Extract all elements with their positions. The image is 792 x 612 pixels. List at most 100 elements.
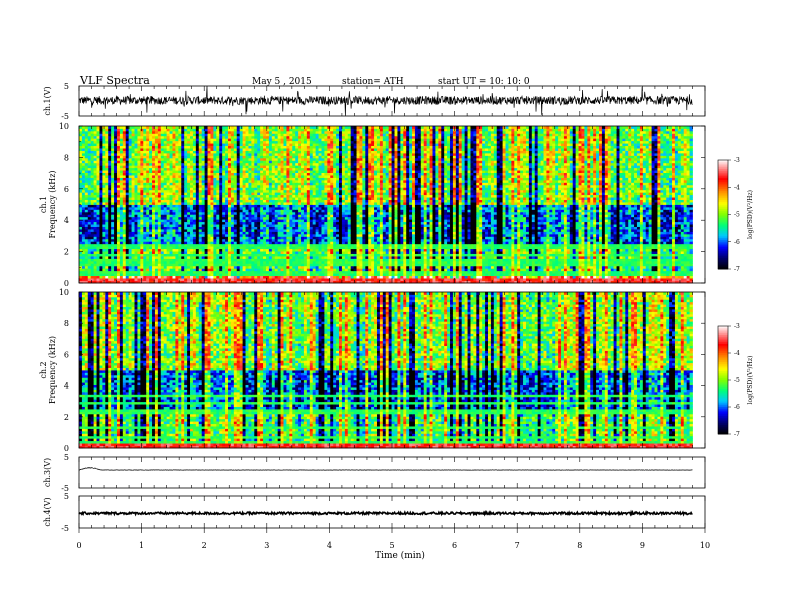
- ch1-spectrogram-cell: [453, 271, 456, 274]
- ch1-spectrogram-cell: [634, 263, 637, 266]
- ch1-spectrogram-cell: [444, 268, 447, 271]
- ch1-spectrogram-cell: [137, 273, 140, 276]
- ch1-spectrogram-cell: [219, 261, 222, 264]
- ch1-spectrogram-cell: [140, 271, 143, 274]
- ch1-spectrogram-cell: [94, 273, 97, 276]
- ch1-spectrogram-cell: [275, 276, 278, 279]
- ch1-spectrogram-cell: [622, 276, 625, 279]
- ch1-spectrogram-cell: [205, 261, 208, 264]
- ch1-spectrogram-cell: [669, 273, 672, 276]
- ch1-spectrogram-cell: [491, 271, 494, 274]
- ch1-spectrogram-cell: [546, 266, 549, 269]
- ch1-spectrogram-cell: [412, 278, 415, 281]
- ch1-spectrogram-cell: [351, 271, 354, 274]
- ch1-spectrogram-cell: [500, 273, 503, 276]
- ch1-spectrogram-cell: [619, 278, 622, 281]
- ch1-spectrogram-cell: [266, 271, 269, 274]
- ch1-spectrogram-cell: [333, 268, 336, 271]
- ch1-spectrogram-cell: [254, 266, 257, 269]
- ch1-spectrogram-cell: [111, 261, 114, 264]
- ch1-spectrogram-cell: [126, 271, 129, 274]
- ch1-spectrogram-cell: [298, 263, 301, 266]
- ch1-spectrogram-cell: [593, 263, 596, 266]
- ch1-spectrogram-cell: [149, 258, 152, 261]
- ch1-spectrogram-cell: [155, 278, 158, 281]
- ch1-spectrogram-cell: [213, 276, 216, 279]
- ch1-spectrogram-cell: [210, 278, 213, 281]
- ch1-spectrogram-cell: [210, 266, 213, 269]
- ch1-spectrogram-cell: [155, 268, 158, 271]
- ch1-spectrogram-cell: [538, 261, 541, 264]
- ch1-spectrogram-cell: [94, 278, 97, 281]
- ch1-spectrogram-cell: [251, 271, 254, 274]
- ch1-spectrogram-cell: [91, 271, 94, 274]
- ch1-spectrogram-cell: [435, 278, 438, 281]
- ch1-spectrogram-cell: [579, 266, 582, 269]
- ch1-spectrogram-cell: [97, 278, 100, 281]
- ch1-spectrogram-cell: [208, 271, 211, 274]
- ch1-spectrogram-cell: [681, 276, 684, 279]
- ch1-spectrogram-cell: [687, 276, 690, 279]
- ch1-spectrogram-cell: [573, 276, 576, 279]
- ch1-spectrogram-cell: [283, 278, 286, 281]
- ch1-spectrogram-cell: [494, 266, 497, 269]
- ch1-spectrogram-cell: [345, 278, 348, 281]
- ch1-spectrogram-cell: [292, 278, 295, 281]
- ch1-spectrogram-cell: [552, 266, 555, 269]
- ch1-spectrogram-cell: [561, 271, 564, 274]
- ch1-spectrogram-cell: [289, 258, 292, 261]
- ch1-spectrogram-cell: [228, 273, 231, 276]
- ch1-spectrogram-cell: [617, 261, 620, 264]
- ch1-spectrogram-cell: [208, 258, 211, 261]
- ch1-spectrogram-cell: [652, 271, 655, 274]
- ch1-spectrogram-cell: [628, 268, 631, 271]
- ch1-spectrogram-cell: [622, 268, 625, 271]
- ch1-spectrogram-cell: [243, 276, 246, 279]
- ch1-spectrogram-cell: [146, 263, 149, 266]
- ch1-spectrogram-cell: [298, 271, 301, 274]
- ch1-spectrogram-cell: [143, 266, 146, 269]
- ch1-spectrogram-cell: [543, 271, 546, 274]
- ch1-spectrogram-cell: [351, 263, 354, 266]
- ch1-spectrogram-cell: [418, 263, 421, 266]
- ch1-spectrogram-cell: [199, 261, 202, 264]
- ch1-spectrogram-cell: [175, 273, 178, 276]
- ch1-spectrogram-cell: [611, 268, 614, 271]
- ch1-spectrogram-cell: [327, 278, 330, 281]
- ch1-spectrogram-cell: [132, 266, 135, 269]
- ch1-spectrogram-cell: [243, 278, 246, 281]
- ch1-spectrogram-cell: [281, 266, 284, 269]
- ch1-spectrogram-cell: [181, 268, 184, 271]
- ch1-spectrogram-cell: [412, 268, 415, 271]
- ch1-spectrogram-cell: [111, 268, 114, 271]
- ch1-spectrogram-cell: [368, 258, 371, 261]
- ch1-spectrogram-cell: [126, 268, 129, 271]
- ch1-spectrogram-cell: [205, 266, 208, 269]
- ch1-spectrogram-cell: [392, 261, 395, 264]
- ch1-spectrogram-cell: [690, 273, 693, 276]
- ch1-spectrogram-cell: [666, 271, 669, 274]
- ch1-spectrogram-cell: [111, 276, 114, 279]
- ch1-spectrogram-cell: [251, 276, 254, 279]
- ch1-spectrogram-cell: [570, 263, 573, 266]
- ch1-spectrogram-cell: [286, 258, 289, 261]
- ch1-spectrogram-cell: [123, 273, 126, 276]
- ch1-spectrogram-cell: [532, 278, 535, 281]
- ch1-spectrogram-cell: [289, 273, 292, 276]
- ch1-spectrogram-cell: [357, 258, 360, 261]
- ch1-spectrogram-cell: [327, 261, 330, 264]
- ch1-spectrogram-cell: [158, 261, 161, 264]
- ch1-spectrogram-cell: [380, 268, 383, 271]
- ch1-spectrogram-cell: [541, 271, 544, 274]
- ch1-spectrogram-cell: [687, 261, 690, 264]
- ch1-spectrogram-cell: [488, 268, 491, 271]
- ch1-spectrogram-cell: [237, 261, 240, 264]
- ch1-spectrogram-cell: [465, 266, 468, 269]
- ch1-spectrogram-cell: [389, 258, 392, 261]
- ch1-spectrogram-cell: [614, 268, 617, 271]
- ch1-spectrogram-cell: [421, 266, 424, 269]
- ch1-spectrogram-cell: [631, 266, 634, 269]
- ch1-spectrogram-cell: [202, 271, 205, 274]
- ch1-spectrogram-cell: [520, 276, 523, 279]
- ch1-spectrogram-cell: [432, 263, 435, 266]
